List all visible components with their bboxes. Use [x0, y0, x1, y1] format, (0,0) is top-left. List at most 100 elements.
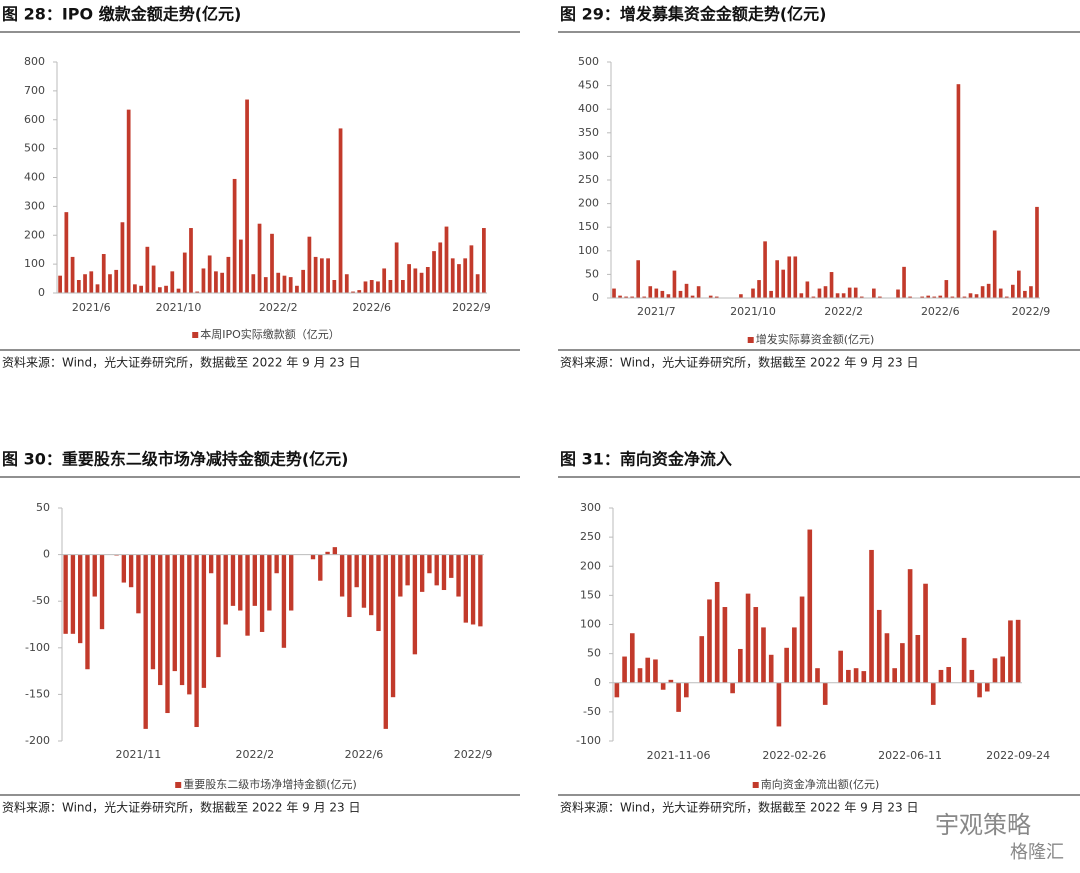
bar — [869, 549, 874, 683]
bar — [121, 554, 127, 583]
bar — [339, 554, 345, 597]
x-tick-label: 2022-06-11 — [878, 749, 942, 762]
bar — [776, 682, 782, 727]
bar — [835, 293, 840, 298]
bar — [962, 296, 967, 298]
y-tick-label: 0 — [592, 291, 599, 304]
bar — [434, 554, 439, 586]
bar — [332, 280, 337, 293]
bar — [1017, 270, 1021, 298]
bar — [829, 272, 834, 298]
y-tick-label: 500 — [24, 142, 45, 155]
y-tick-label: -100 — [25, 641, 50, 654]
bar — [251, 274, 256, 293]
y-tick-label: -150 — [25, 687, 50, 700]
y-tick-label: 150 — [580, 588, 601, 601]
bar — [853, 668, 859, 683]
y-tick-label: -200 — [25, 734, 50, 747]
bar — [390, 554, 396, 698]
y-tick-label: -50 — [32, 594, 50, 607]
bar — [114, 269, 119, 293]
bar — [823, 286, 828, 298]
bar — [799, 596, 805, 683]
legend-label: 南向资金净流出额(亿元) — [761, 777, 880, 791]
bar — [70, 256, 75, 293]
chart-title: 图 31：南向资金净流入 — [560, 450, 732, 469]
bar — [654, 288, 659, 298]
bar — [482, 228, 486, 293]
y-tick-label: 0 — [38, 286, 45, 299]
bar — [624, 296, 628, 298]
bar — [984, 682, 990, 692]
bar — [419, 272, 424, 293]
x-tick-label: 2022-02-26 — [762, 749, 826, 762]
bar — [332, 547, 338, 555]
bar — [310, 554, 316, 560]
bar — [441, 554, 447, 591]
bar — [938, 669, 944, 683]
bar — [872, 288, 876, 298]
bar — [267, 554, 272, 611]
bar — [226, 256, 231, 293]
bar — [792, 627, 797, 683]
x-tick-label: 2022/6 — [352, 301, 391, 314]
y-tick-label: 300 — [580, 501, 601, 514]
bar — [986, 283, 991, 298]
x-tick-label: 2022/6 — [345, 748, 384, 761]
y-tick-label: 100 — [580, 618, 601, 631]
bar — [388, 280, 393, 293]
legend-swatch — [747, 337, 754, 343]
bar — [99, 554, 105, 630]
bar — [763, 241, 767, 298]
bar — [432, 251, 436, 293]
bar — [136, 554, 141, 614]
bar — [63, 554, 68, 634]
bar — [730, 682, 735, 694]
bar — [95, 284, 100, 293]
legend-label: 重要股东二级市场净增持金额(亿元) — [183, 777, 357, 791]
bar — [1000, 656, 1006, 683]
bar — [326, 258, 330, 293]
x-tick-label: 2021/7 — [637, 305, 676, 318]
legend-label: 本周IPO实际缴款额（亿元） — [200, 327, 340, 341]
bar — [282, 275, 287, 293]
bar — [369, 280, 374, 293]
bar — [950, 296, 955, 298]
bar — [187, 554, 192, 695]
bar — [201, 268, 206, 293]
bar — [846, 669, 851, 683]
bar — [648, 286, 653, 298]
bar — [1029, 286, 1033, 298]
y-tick-label: 350 — [578, 126, 599, 139]
bar — [438, 242, 443, 293]
y-tick-label: 250 — [580, 530, 601, 543]
bar — [101, 254, 106, 293]
bar — [799, 293, 804, 298]
bar — [139, 285, 143, 293]
bar — [108, 274, 112, 293]
y-tick-label: 50 — [587, 647, 601, 660]
bar — [998, 288, 1003, 298]
y-tick-label: -100 — [576, 734, 601, 747]
x-tick-label: 2022/9 — [1012, 305, 1051, 318]
bar — [817, 288, 822, 298]
x-tick-label: 2021/11 — [116, 748, 162, 761]
bar — [263, 277, 268, 293]
y-tick-label: 200 — [580, 559, 601, 572]
bar — [401, 280, 405, 293]
bar — [347, 554, 352, 618]
y-tick-label: 300 — [578, 149, 599, 162]
bar — [761, 627, 766, 683]
bar — [841, 293, 846, 298]
bar — [257, 223, 262, 293]
bar — [276, 272, 281, 293]
bar — [151, 265, 156, 293]
bar — [768, 654, 774, 683]
bar — [76, 280, 81, 293]
y-tick-label: 600 — [24, 113, 45, 126]
y-tick-label: 0 — [43, 548, 50, 561]
x-tick-label: 2022/2 — [259, 301, 298, 314]
y-tick-label: 400 — [24, 171, 45, 184]
bar — [449, 554, 454, 578]
bar — [738, 648, 743, 683]
